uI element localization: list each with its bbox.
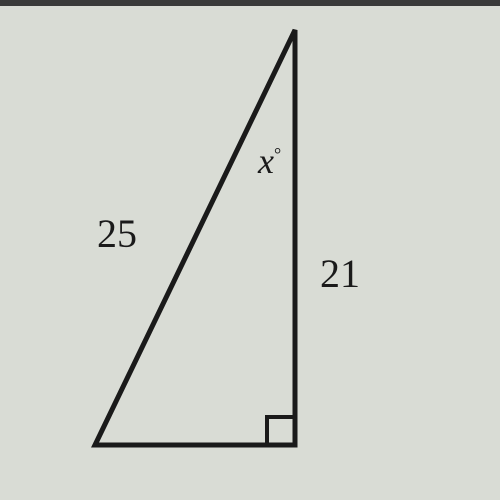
degree-symbol: °: [274, 144, 281, 164]
right-angle-marker: [267, 417, 295, 445]
triangle-svg: [0, 0, 500, 500]
right-side-label: 21: [320, 250, 360, 297]
angle-x-value: x: [258, 141, 274, 181]
hypotenuse-label: 25: [97, 210, 137, 257]
diagram-container: x° 25 21: [0, 0, 500, 500]
angle-label-x: x°: [258, 140, 281, 182]
